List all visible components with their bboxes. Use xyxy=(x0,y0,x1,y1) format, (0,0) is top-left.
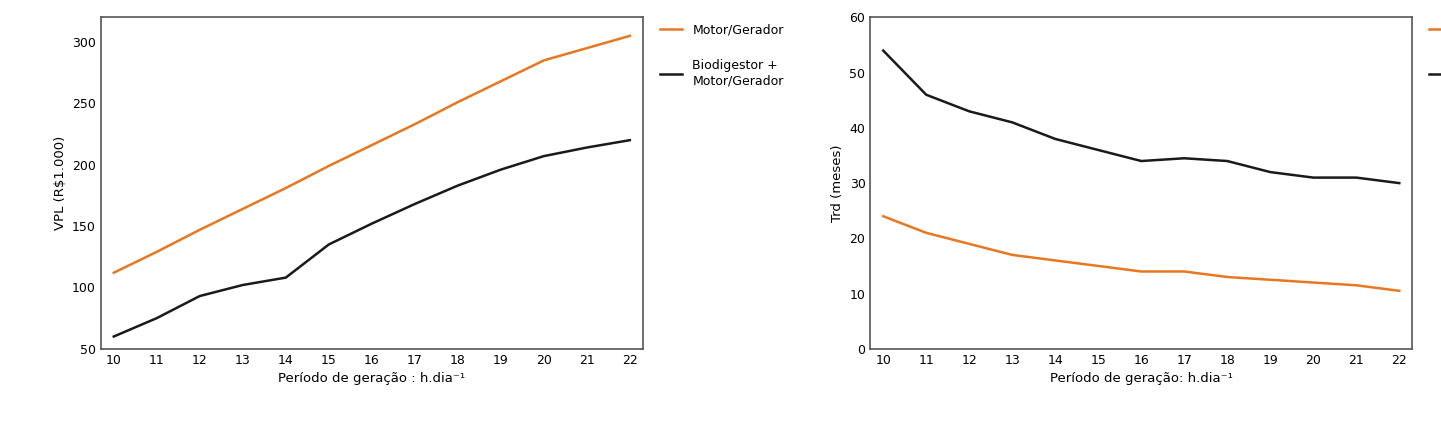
Motor/Gerador xyxy=(233,206,251,211)
Y-axis label: Trd (meses): Trd (meses) xyxy=(831,144,844,222)
Biodigestor +
Motor/Gerador xyxy=(875,48,892,53)
Motor/Gerador xyxy=(578,45,595,51)
Line: Motor/Gerador: Motor/Gerador xyxy=(883,216,1399,291)
Biodigestor +
Motor/Gerador xyxy=(148,316,166,321)
Motor/Gerador xyxy=(363,143,380,148)
Motor/Gerador xyxy=(1262,277,1280,283)
Motor/Gerador xyxy=(1304,280,1321,285)
Biodigestor +
Motor/Gerador xyxy=(406,201,424,207)
Biodigestor +
Motor/Gerador xyxy=(1133,158,1150,164)
Motor/Gerador xyxy=(406,122,424,127)
Legend: Motor/Gerador, Biodigestor +
Motor/Gerador: Motor/Gerador, Biodigestor + Motor/Gerad… xyxy=(1429,24,1441,87)
Motor/Gerador xyxy=(320,164,337,169)
Biodigestor +
Motor/Gerador xyxy=(1176,156,1193,161)
Biodigestor +
Motor/Gerador xyxy=(277,275,294,280)
Motor/Gerador xyxy=(1133,269,1150,274)
Legend: Motor/Gerador, Biodigestor +
Motor/Gerador: Motor/Gerador, Biodigestor + Motor/Gerad… xyxy=(660,24,784,87)
Biodigestor +
Motor/Gerador xyxy=(450,183,467,188)
Biodigestor +
Motor/Gerador xyxy=(1046,136,1063,142)
Motor/Gerador xyxy=(918,230,935,235)
Biodigestor +
Motor/Gerador xyxy=(1391,181,1408,186)
Motor/Gerador xyxy=(192,227,209,232)
Biodigestor +
Motor/Gerador xyxy=(1347,175,1365,180)
Biodigestor +
Motor/Gerador xyxy=(535,153,552,159)
Biodigestor +
Motor/Gerador xyxy=(621,137,638,143)
Motor/Gerador xyxy=(493,78,510,84)
Line: Motor/Gerador: Motor/Gerador xyxy=(114,36,630,272)
Biodigestor +
Motor/Gerador xyxy=(1089,147,1107,153)
Biodigestor +
Motor/Gerador xyxy=(363,221,380,226)
Motor/Gerador xyxy=(1003,252,1020,258)
X-axis label: Período de geração: h.dia⁻¹: Período de geração: h.dia⁻¹ xyxy=(1050,372,1232,385)
Biodigestor +
Motor/Gerador xyxy=(192,293,209,299)
Biodigestor +
Motor/Gerador xyxy=(918,92,935,97)
Biodigestor +
Motor/Gerador xyxy=(961,109,978,114)
Biodigestor +
Motor/Gerador xyxy=(105,334,122,339)
Motor/Gerador xyxy=(621,33,638,38)
Motor/Gerador xyxy=(535,58,552,63)
Biodigestor +
Motor/Gerador xyxy=(493,167,510,172)
Y-axis label: VPL (R$1.000): VPL (R$1.000) xyxy=(53,136,66,230)
Motor/Gerador xyxy=(961,241,978,246)
Motor/Gerador xyxy=(875,214,892,219)
Line: Biodigestor +
Motor/Gerador: Biodigestor + Motor/Gerador xyxy=(883,51,1399,183)
Biodigestor +
Motor/Gerador xyxy=(1304,175,1321,180)
Motor/Gerador xyxy=(1219,274,1236,279)
Motor/Gerador xyxy=(1176,269,1193,274)
Biodigestor +
Motor/Gerador xyxy=(578,145,595,150)
Motor/Gerador xyxy=(148,249,166,255)
X-axis label: Período de geração : h.dia⁻¹: Período de geração : h.dia⁻¹ xyxy=(278,372,465,385)
Motor/Gerador xyxy=(1046,258,1063,263)
Motor/Gerador xyxy=(1089,263,1107,269)
Motor/Gerador xyxy=(450,99,467,105)
Biodigestor +
Motor/Gerador xyxy=(1003,120,1020,125)
Biodigestor +
Motor/Gerador xyxy=(320,242,337,247)
Motor/Gerador xyxy=(1347,283,1365,288)
Motor/Gerador xyxy=(1391,288,1408,293)
Motor/Gerador xyxy=(277,185,294,191)
Biodigestor +
Motor/Gerador xyxy=(1219,158,1236,164)
Biodigestor +
Motor/Gerador xyxy=(1262,170,1280,175)
Motor/Gerador xyxy=(105,270,122,275)
Biodigestor +
Motor/Gerador xyxy=(233,283,251,288)
Line: Biodigestor +
Motor/Gerador: Biodigestor + Motor/Gerador xyxy=(114,140,630,337)
